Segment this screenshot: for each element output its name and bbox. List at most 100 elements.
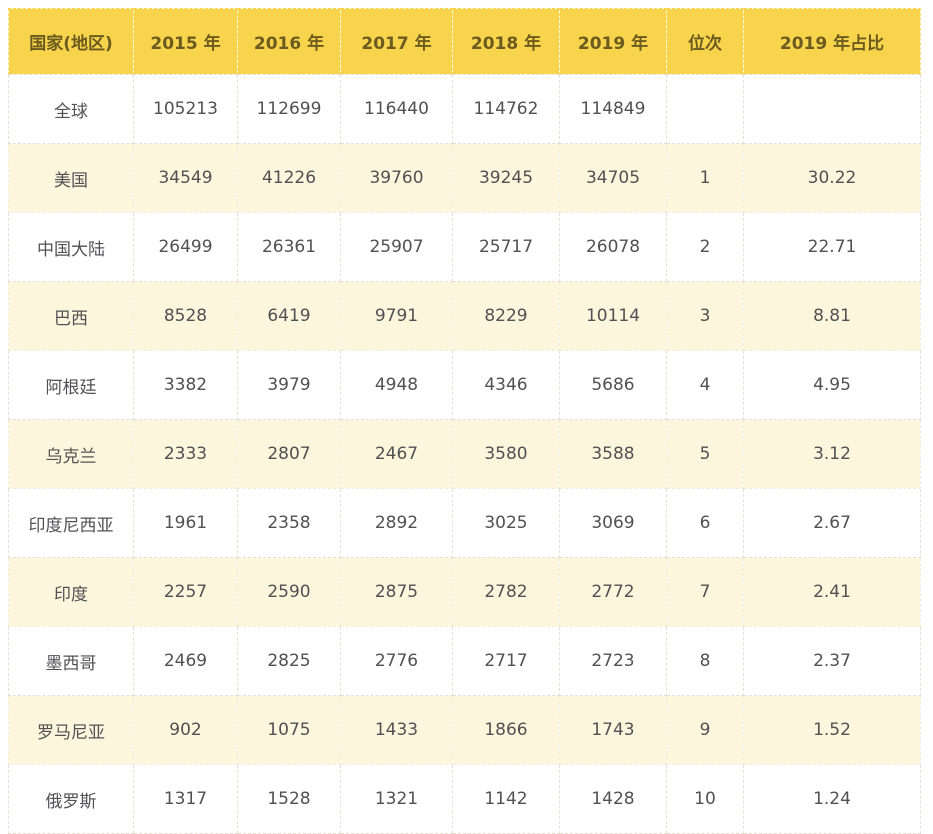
value-cell: 112699	[237, 74, 341, 144]
table-row: 印度尼西亚 1961 2358 2892 3025 3069 6 2.67	[8, 488, 921, 558]
table-row: 巴西 8528 6419 9791 8229 10114 3 8.81	[8, 281, 921, 351]
value-cell: 1	[666, 143, 744, 213]
country-cell: 墨西哥	[8, 626, 134, 696]
country-cell: 美国	[8, 143, 134, 213]
value-cell: 1075	[237, 695, 341, 765]
table-row: 中国大陆 26499 26361 25907 25717 26078 2 22.71	[8, 212, 921, 282]
table-header-row: 国家(地区) 2015 年 2016 年 2017 年 2018 年 2019 年位次 20…	[8, 8, 921, 75]
value-cell: 1.24	[743, 764, 921, 834]
value-cell: 34549	[133, 143, 238, 213]
column-header-y2015: 2015 年	[133, 8, 238, 75]
column-header-rank: 位次	[666, 8, 744, 75]
value-cell: 105213	[133, 74, 238, 144]
value-cell: 5	[666, 419, 744, 489]
value-cell: 3025	[452, 488, 560, 558]
column-header-share2019: 2019 年占比	[743, 8, 921, 75]
value-cell: 3580	[452, 419, 560, 489]
value-cell: 3588	[559, 419, 667, 489]
value-cell: 26499	[133, 212, 238, 282]
value-cell: 4346	[452, 350, 560, 420]
country-cell: 印度尼西亚	[8, 488, 134, 558]
value-cell: 2782	[452, 557, 560, 627]
value-cell: 10114	[559, 281, 667, 351]
column-header-y2018: 2018 年	[452, 8, 560, 75]
value-cell: 2776	[340, 626, 453, 696]
value-cell: 114762	[452, 74, 560, 144]
value-cell: 8.81	[743, 281, 921, 351]
table-row: 俄罗斯 1317 1528 1321 1142 1428 10 1.24	[8, 764, 921, 834]
table-header: 国家(地区) 2015 年 2016 年 2017 年 2018 年 2019 年位次 20…	[8, 8, 921, 75]
country-cell: 印度	[8, 557, 134, 627]
value-cell: 2467	[340, 419, 453, 489]
value-cell: 1961	[133, 488, 238, 558]
column-header-y2017: 2017 年	[340, 8, 453, 75]
country-cell: 乌克兰	[8, 419, 134, 489]
value-cell: 10	[666, 764, 744, 834]
country-export-table: 国家(地区) 2015 年 2016 年 2017 年 2018 年 2019 年位次 20…	[8, 8, 921, 834]
value-cell: 2469	[133, 626, 238, 696]
value-cell: 7	[666, 557, 744, 627]
value-cell: 8229	[452, 281, 560, 351]
value-cell: 39245	[452, 143, 560, 213]
value-cell: 2257	[133, 557, 238, 627]
value-cell: 1743	[559, 695, 667, 765]
value-cell: 26361	[237, 212, 341, 282]
value-cell: 25907	[340, 212, 453, 282]
value-cell: 22.71	[743, 212, 921, 282]
value-cell	[743, 74, 921, 144]
table-row: 全球 105213 112699 116440 114762 114849	[8, 74, 921, 144]
value-cell: 4	[666, 350, 744, 420]
table-row: 阿根廷 3382 3979 4948 4346 5686 4 4.95	[8, 350, 921, 420]
value-cell: 8528	[133, 281, 238, 351]
value-cell: 41226	[237, 143, 341, 213]
value-cell: 8	[666, 626, 744, 696]
value-cell: 34705	[559, 143, 667, 213]
value-cell: 902	[133, 695, 238, 765]
value-cell: 9	[666, 695, 744, 765]
table-row: 印度 2257 2590 2875 2782 2772 7 2.41	[8, 557, 921, 627]
country-cell: 全球	[8, 74, 134, 144]
value-cell: 2772	[559, 557, 667, 627]
table-row: 罗马尼亚 902 1075 1433 1866 1743 9 1.52	[8, 695, 921, 765]
country-cell: 罗马尼亚	[8, 695, 134, 765]
value-cell: 2825	[237, 626, 341, 696]
value-cell: 2	[666, 212, 744, 282]
table-body: 全球 105213 112699 116440 114762 114849 美国 34549 4…	[8, 74, 921, 834]
table-row: 墨西哥 2469 2825 2776 2717 2723 8 2.37	[8, 626, 921, 696]
value-cell: 3	[666, 281, 744, 351]
value-cell: 4.95	[743, 350, 921, 420]
value-cell: 2892	[340, 488, 453, 558]
value-cell: 114849	[559, 74, 667, 144]
value-cell: 1528	[237, 764, 341, 834]
value-cell: 2717	[452, 626, 560, 696]
value-cell: 1433	[340, 695, 453, 765]
value-cell: 6419	[237, 281, 341, 351]
value-cell	[666, 74, 744, 144]
column-header-country: 国家(地区)	[8, 8, 134, 75]
country-cell: 巴西	[8, 281, 134, 351]
value-cell: 3069	[559, 488, 667, 558]
value-cell: 116440	[340, 74, 453, 144]
value-cell: 2723	[559, 626, 667, 696]
column-header-y2016: 2016 年	[237, 8, 341, 75]
value-cell: 2807	[237, 419, 341, 489]
value-cell: 26078	[559, 212, 667, 282]
country-cell: 阿根廷	[8, 350, 134, 420]
value-cell: 3.12	[743, 419, 921, 489]
value-cell: 2590	[237, 557, 341, 627]
value-cell: 6	[666, 488, 744, 558]
value-cell: 1142	[452, 764, 560, 834]
value-cell: 3382	[133, 350, 238, 420]
value-cell: 2.37	[743, 626, 921, 696]
value-cell: 4948	[340, 350, 453, 420]
table-row: 乌克兰 2333 2807 2467 3580 3588 5 3.12	[8, 419, 921, 489]
country-cell: 中国大陆	[8, 212, 134, 282]
value-cell: 5686	[559, 350, 667, 420]
value-cell: 1317	[133, 764, 238, 834]
value-cell: 2333	[133, 419, 238, 489]
value-cell: 3979	[237, 350, 341, 420]
value-cell: 2.41	[743, 557, 921, 627]
table-row: 美国 34549 41226 39760 39245 34705 1 30.22	[8, 143, 921, 213]
value-cell: 9791	[340, 281, 453, 351]
